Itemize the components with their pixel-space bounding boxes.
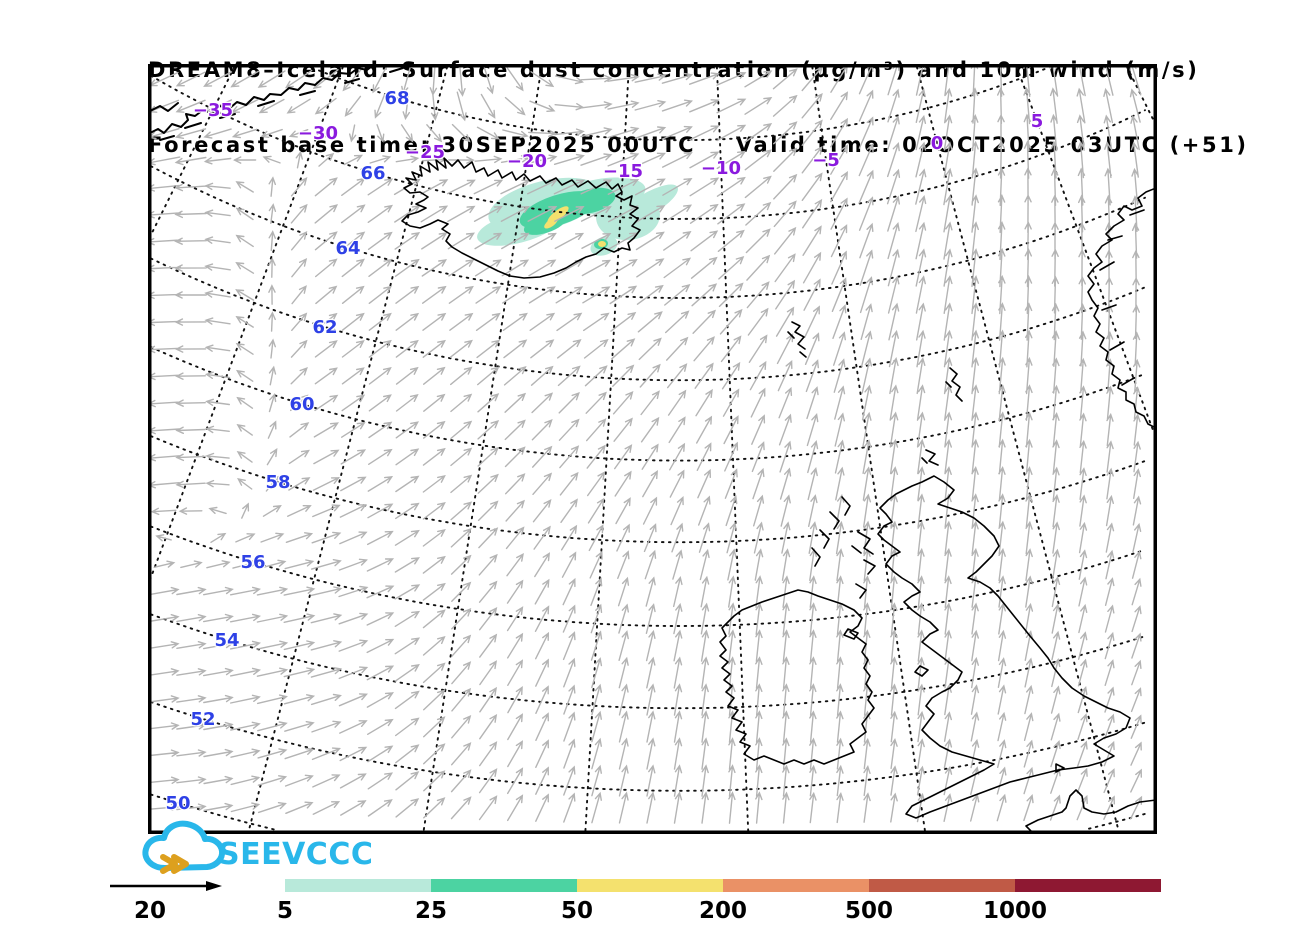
great-britain-coast bbox=[877, 475, 1131, 819]
legend: 20 5 25 50 200 500 1000 bbox=[110, 879, 1161, 924]
longitude-label: −10 bbox=[701, 158, 741, 179]
latitude-label: 64 bbox=[335, 238, 360, 259]
colorbar-tick-label: 5 bbox=[277, 898, 293, 924]
map-title: DREAM8–Iceland: Surface dust concentrati… bbox=[148, 58, 1200, 82]
orkney-shetland-islands bbox=[921, 367, 963, 466]
coordinate-labels: −35 −30 −25 −20 −15 −10 −5 0 5 68 66 64 62 60 58 56 54 52… bbox=[164, 87, 1044, 816]
latitude-label: 50 bbox=[165, 793, 190, 814]
logo-text: SEEVCCC bbox=[218, 837, 373, 872]
faroe-islands bbox=[787, 321, 807, 358]
latitude-label: 58 bbox=[265, 472, 290, 493]
title-block: DREAM8–Iceland: Surface dust concentrati… bbox=[148, 8, 1249, 183]
latitude-label: 66 bbox=[360, 163, 385, 184]
map-subtitle: Forecast base time: 30SEP2025 00UTC Vali… bbox=[148, 133, 1249, 157]
norway-coast bbox=[1087, 187, 1154, 428]
hebrides-islands bbox=[811, 496, 876, 599]
colorbar-segment bbox=[577, 879, 723, 892]
latitude-label: 56 bbox=[240, 552, 265, 573]
longitude-label: 5 bbox=[1031, 111, 1044, 132]
map-border bbox=[148, 64, 1157, 834]
parallel-lines bbox=[151, 67, 1146, 831]
coastlines-layer bbox=[151, 67, 1154, 831]
colorbar-tick-label: 500 bbox=[845, 898, 893, 924]
latitude-label: 54 bbox=[214, 630, 239, 651]
latitude-label: 60 bbox=[289, 394, 314, 415]
latitude-label: 52 bbox=[190, 709, 215, 730]
colorbar-segment bbox=[723, 879, 869, 892]
wind-arrows bbox=[151, 67, 1143, 824]
longitude-label: −35 bbox=[193, 100, 233, 121]
seevccc-logo: SEEVCCC bbox=[142, 820, 373, 874]
wind-reference-label: 20 bbox=[134, 898, 166, 924]
longitude-label: −25 bbox=[405, 142, 445, 163]
france-coast bbox=[1025, 763, 1154, 831]
dust-plume-level-50 bbox=[544, 206, 606, 247]
ireland-coast bbox=[719, 589, 875, 765]
meridian-lines bbox=[151, 67, 1154, 831]
logo-arrow-icon bbox=[160, 854, 189, 874]
colorbar-tick-label: 200 bbox=[699, 898, 747, 924]
wind-reference-arrow: 20 bbox=[110, 881, 222, 924]
wind-arrows-layer bbox=[151, 67, 1143, 824]
iceland-coast bbox=[401, 157, 641, 279]
colorbar-segment bbox=[1015, 879, 1161, 892]
longitude-label: −5 bbox=[812, 150, 840, 171]
colorbar-segment bbox=[285, 879, 431, 892]
colorbar-segment bbox=[869, 879, 1015, 892]
latitude-label: 68 bbox=[384, 88, 409, 109]
dust-colorbar bbox=[285, 879, 1161, 892]
colorbar-segment bbox=[431, 879, 577, 892]
arrowhead-icon bbox=[206, 881, 222, 891]
dust-colorbar-labels: 5 25 50 200 500 1000 bbox=[277, 898, 1047, 924]
longitude-label: −15 bbox=[603, 161, 643, 182]
longitude-label: −30 bbox=[298, 123, 338, 144]
greenland-coast bbox=[151, 67, 404, 141]
longitude-label: 0 bbox=[931, 133, 944, 154]
longitude-label: −20 bbox=[507, 151, 547, 172]
irish-sea-islands bbox=[843, 628, 929, 677]
colorbar-tick-label: 1000 bbox=[983, 898, 1047, 924]
latitude-label: 62 bbox=[312, 317, 337, 338]
colorbar-tick-label: 50 bbox=[561, 898, 593, 924]
colorbar-tick-label: 25 bbox=[415, 898, 447, 924]
map-canvas bbox=[151, 67, 1154, 831]
